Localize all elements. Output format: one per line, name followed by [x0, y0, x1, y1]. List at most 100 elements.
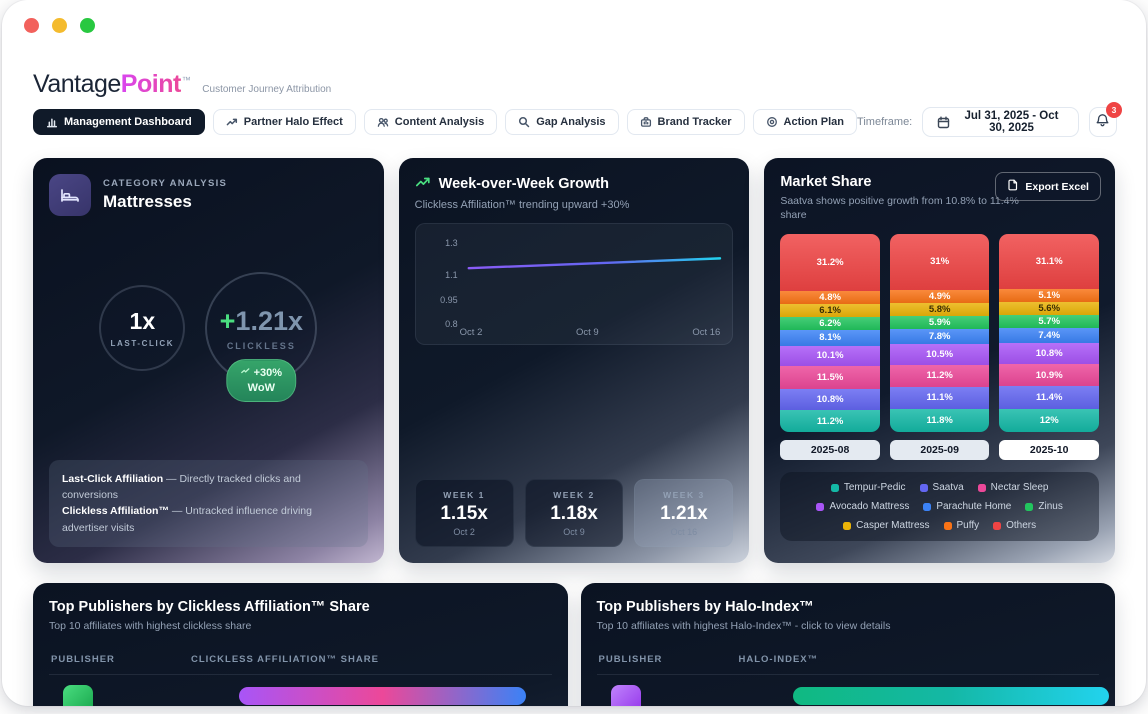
nav-right-controls: Timeframe: Jul 31, 2025 - Oct 30, 2025 3 [857, 102, 1122, 137]
x-axis-ticks: Oct 2 Oct 9 Oct 16 [460, 327, 721, 338]
tab-label: Gap Analysis [536, 116, 606, 128]
growth-card-subtitle: Clickless Affiliation™ trending upward +… [414, 199, 630, 211]
market-share-column-2025-08: 31.2% 4.8% 6.1% 6.2% 8.1% 10.1% 11.5% 10.8% 11.2… [780, 234, 880, 433]
bar-chart-icon [46, 116, 58, 128]
segment-others: 31% [889, 234, 990, 290]
clickless-label: CLICKLESS [226, 340, 296, 351]
tab-partner-halo-effect[interactable]: Partner Halo Effect [212, 109, 356, 135]
segment-tempur-pedic: 12% [999, 408, 1099, 433]
notifications-button[interactable]: 3 [1088, 102, 1122, 137]
definition-line: Clickless Affiliation™ — Untracked influ… [62, 503, 355, 536]
app-logo: VantagePoint™ [33, 70, 191, 99]
legend-color-dot [977, 483, 986, 492]
segment-value-label: 11.5% [816, 371, 844, 383]
week-value: 1.21x [660, 503, 708, 524]
wow-growth-card: Week-over-Week Growth Clickless Affiliat… [398, 158, 750, 563]
trending-up-icon [226, 116, 238, 128]
zoom-window-button[interactable] [80, 18, 95, 33]
market-share-column-2025-09: 31% 4.9% 5.8% 5.9% 7.8% 10.5% 11.2% 11.1% 11.8% [889, 234, 990, 433]
publisher-avatar [63, 685, 93, 706]
definition-description: — Untracked influence driving advertiser… [62, 505, 312, 534]
segment-value-label: 11.2% [926, 370, 953, 382]
segment-saatva: 11.4% [999, 385, 1099, 409]
y-axis-tick: 1.3 [445, 237, 458, 248]
market-share-subtitle: Saatva shows positive growth from 10.8% … [780, 195, 1019, 222]
segment-value-label: 10.8% [1035, 348, 1063, 360]
last-click-value: 1x [129, 308, 156, 334]
legend-item-avocado-mattress: Avocado Mattress [816, 501, 909, 512]
y-axis-tick: 0.95 [440, 294, 458, 305]
month-labels-row: 2025-08 2025-09 2025-10 [780, 440, 1099, 461]
export-excel-button[interactable]: Export Excel [995, 172, 1101, 201]
clickless-value: 1.21x [235, 305, 303, 336]
legend-label: Saatva [932, 482, 964, 494]
category-title: Mattresses [103, 192, 192, 211]
timeframe-picker[interactable]: Jul 31, 2025 - Oct 30, 2025 [922, 107, 1079, 137]
market-share-title: Market Share [780, 174, 872, 190]
target-icon [766, 116, 778, 128]
week-label: WEEK 1 [443, 490, 485, 500]
segment-zinus: 5.9% [889, 315, 990, 329]
clickless-table-header: PUBLISHER CLICKLESS AFFILIATION™ SHARE [49, 654, 552, 665]
segment-value-label: 6.1% [819, 304, 841, 316]
publisher-column-header: PUBLISHER [598, 654, 663, 665]
segment-parachute-home: 8.1% [780, 329, 880, 346]
week-value: 1.15x [440, 503, 488, 524]
bed-icon [49, 174, 91, 216]
week-value: 1.18x [550, 503, 598, 524]
legend-color-dot [830, 483, 839, 492]
window-controls [24, 18, 95, 33]
tab-gap-analysis[interactable]: Gap Analysis [505, 109, 619, 135]
tab-management-dashboard[interactable]: Management Dashboard [33, 109, 205, 135]
market-share-legend: Tempur-Pedic Saatva Nectar Sleep Avocado Ma… [780, 472, 1099, 542]
market-share-card: Market Share Saatva shows positive growt… [764, 158, 1115, 563]
legend-label: Puffy [956, 520, 980, 532]
legend-color-dot [816, 502, 825, 511]
segment-value-label: 5.7% [1038, 316, 1061, 328]
table-row[interactable] [49, 683, 552, 706]
tab-brand-tracker[interactable]: Brand Tracker [626, 109, 745, 135]
legend-item-puffy: Puffy [943, 520, 980, 532]
trademark-symbol: ™ [181, 74, 191, 85]
segment-avocado-mattress: 10.5% [889, 344, 990, 365]
legend-item-tempur-pedic: Tempur-Pedic [830, 482, 906, 494]
tab-action-plan[interactable]: Action Plan [752, 109, 858, 135]
search-icon [518, 116, 530, 128]
segment-puffy: 4.8% [780, 290, 880, 304]
legend-label: Tempur-Pedic [843, 482, 906, 494]
legend-label: Zinus [1038, 501, 1063, 513]
legend-item-saatva: Saatva [919, 482, 964, 494]
clickless-table-subtitle: Top 10 affiliates with highest clickless… [49, 620, 252, 632]
segment-value-label: 7.8% [928, 330, 951, 342]
tab-label: Content Analysis [394, 116, 485, 128]
tab-content-analysis[interactable]: Content Analysis [363, 109, 498, 135]
top-publishers-halo-card: Top Publishers by Halo-Index™ Top 10 aff… [580, 583, 1115, 706]
segment-saatva: 10.8% [780, 388, 880, 411]
segment-parachute-home: 7.4% [999, 328, 1099, 344]
segment-saatva: 11.1% [889, 386, 990, 409]
timeframe-label: Timeframe: [857, 116, 913, 128]
close-window-button[interactable] [24, 18, 39, 33]
table-divider [596, 674, 1099, 675]
table-row[interactable] [597, 683, 1109, 706]
timeframe-value: Jul 31, 2025 - Oct 30, 2025 [964, 110, 1059, 134]
legend-label: Casper Mattress [856, 520, 930, 532]
halo-table-header: PUBLISHER HALO-INDEX™ [597, 654, 1100, 665]
share-column-header: CLICKLESS AFFILIATION™ SHARE [191, 654, 379, 665]
legend-label: Nectar Sleep [990, 482, 1049, 494]
app-tagline: Customer Journey Attribution [202, 84, 332, 95]
wow-badge-line1: +30% [253, 367, 283, 380]
top-publishers-clickless-card: Top Publishers by Clickless Affiliation™… [33, 583, 568, 706]
logo-text-regular: Vantage [33, 70, 121, 98]
calendar-icon [937, 116, 950, 129]
nav-bar: Management Dashboard Partner Halo Effect C… [33, 102, 1122, 137]
top-cards-row: CATEGORY ANALYSIS Mattresses 1x LAST-CLI… [33, 158, 1115, 563]
mini-trend-icon [241, 366, 251, 376]
legend-color-dot [923, 502, 932, 511]
tab-label: Management Dashboard [64, 116, 192, 128]
halo-table-title: Top Publishers by Halo-Index™ [596, 599, 814, 615]
category-card-header: CATEGORY ANALYSIS Mattresses [49, 174, 368, 216]
minimize-window-button[interactable] [52, 18, 67, 33]
week-stat-week-1: WEEK 1 1.15x Oct 2 [414, 479, 514, 547]
stacked-bar-chart: 31.2% 4.8% 6.1% 6.2% 8.1% 10.1% 11.5% 10.8% 11.2… [780, 234, 1099, 433]
